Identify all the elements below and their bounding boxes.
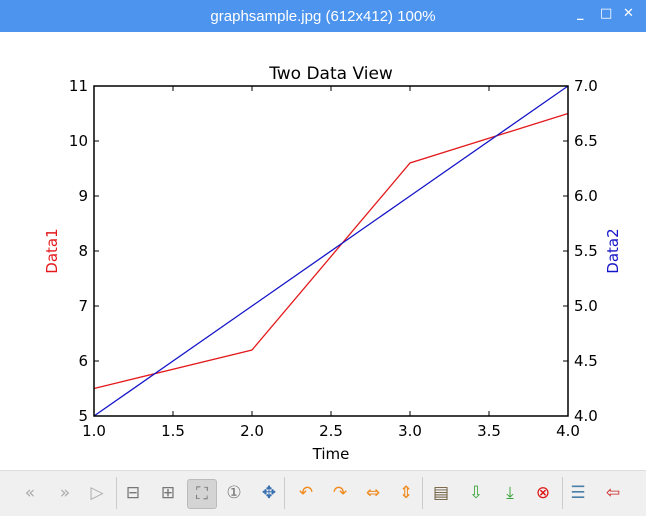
y-tick-label: 6 [78, 352, 88, 370]
zoom-out-button[interactable]: ⊟ [119, 479, 147, 507]
x-tick-label: 1.5 [161, 422, 185, 440]
previous-icon: « [24, 483, 36, 503]
zoom-fit-icon: ⛶ [196, 484, 208, 504]
y-tick-label: 8 [78, 242, 88, 260]
original-size-icon: ① [226, 483, 242, 503]
quit-button[interactable]: ⇦ [599, 479, 627, 507]
save-as-button[interactable]: ⤓ [496, 479, 524, 507]
save-icon: ⇩ [468, 483, 484, 503]
x-tick-label: 2.0 [240, 422, 264, 440]
zoom-out-icon: ⊟ [125, 483, 141, 503]
series-line-2 [93, 85, 569, 417]
x-tick-label: 2.5 [319, 422, 343, 440]
quit-icon: ⇦ [605, 483, 621, 503]
y-tick-label: 11 [69, 77, 88, 95]
fullscreen-icon: ✥ [261, 483, 277, 503]
chart: 1.0 1.5 2.0 2.5 3.0 3.5 4.0 5 6 7 8 9 10 11 4.0 4.5 5.0 5… [43, 64, 622, 463]
x-tick-label: 3.5 [477, 422, 501, 440]
preferences-icon: ☰ [570, 483, 586, 503]
y2-tick-label: 6.0 [574, 187, 598, 205]
toolbar-separator [284, 477, 285, 509]
y-tick-label: 7 [78, 297, 88, 315]
y2-tick-label: 4.5 [574, 352, 598, 370]
toolbar-separator [562, 477, 563, 509]
preferences-button[interactable]: ☰ [564, 479, 592, 507]
close-button[interactable]: ✕ [623, 6, 634, 21]
rotate-left-button[interactable]: ↶ [292, 479, 320, 507]
flip-vertical-button[interactable]: ⇕ [392, 479, 420, 507]
minimize-button[interactable]: _ [577, 6, 584, 21]
x-axis-label: Time [312, 445, 350, 463]
y-tick-label: 5 [78, 407, 88, 425]
fullscreen-button[interactable]: ✥ [255, 479, 283, 507]
maximize-button[interactable]: □ [600, 6, 613, 21]
rotate-left-icon: ↶ [298, 483, 314, 503]
save-as-icon: ⤓ [506, 483, 514, 503]
window-title: graphsample.jpg (612x412) 100% [210, 8, 436, 25]
image-view: 1.0 1.5 2.0 2.5 3.0 3.5 4.0 5 6 7 8 9 10 11 4.0 4.5 5.0 5… [0, 32, 646, 468]
y2-tick-label: 4.0 [574, 407, 598, 425]
y-axis-label: Data1 [43, 228, 61, 273]
y2-tick-label: 7.0 [574, 77, 598, 95]
previous-button[interactable]: « [16, 479, 44, 507]
open-file-icon: ▤ [432, 483, 450, 503]
y2-axis-label: Data2 [604, 228, 622, 273]
y2-tick-label: 5.0 [574, 297, 598, 315]
delete-icon: ⊗ [535, 483, 551, 503]
zoom-in-icon: ⊞ [160, 483, 176, 503]
zoom-in-button[interactable]: ⊞ [154, 479, 182, 507]
delete-button[interactable]: ⊗ [529, 479, 557, 507]
y2-tick-label: 6.5 [574, 132, 598, 150]
title-bar: graphsample.jpg (612x412) 100% _ □ ✕ [0, 0, 646, 32]
flip-vertical-icon: ⇕ [398, 483, 414, 503]
save-button[interactable]: ⇩ [462, 479, 490, 507]
y2-tick-label: 5.5 [574, 242, 598, 260]
next-button[interactable]: » [51, 479, 79, 507]
y-tick-label: 9 [78, 187, 88, 205]
series-line-1 [93, 112, 569, 390]
toolbar-separator [116, 477, 117, 509]
rotate-right-button[interactable]: ↷ [326, 479, 354, 507]
next-icon: » [59, 483, 71, 503]
zoom-fit-button[interactable]: ⛶ [187, 479, 217, 509]
rotate-right-icon: ↷ [332, 483, 348, 503]
x-tick-label: 4.0 [556, 422, 580, 440]
flip-horizontal-icon: ⇔ [365, 483, 381, 503]
flip-horizontal-button[interactable]: ⇔ [359, 479, 387, 507]
x-tick-label: 3.0 [398, 422, 422, 440]
y-tick-label: 10 [69, 132, 88, 150]
chart-title: Two Data View [268, 64, 393, 84]
slideshow-play-button[interactable]: ▷ [83, 479, 111, 507]
toolbar-separator [422, 477, 423, 509]
original-size-button[interactable]: ① [220, 479, 248, 507]
open-file-button[interactable]: ▤ [427, 479, 455, 507]
slideshow-play-icon: ▷ [90, 483, 104, 503]
x-tick-label: 1.0 [82, 422, 106, 440]
toolbar: « » ▷ ⊟ ⊞ ⛶ ① ✥ ↶ ↷ ⇔ ⇕ ▤ ⇩ ⤓ ⊗ ☰ ⇦ [0, 470, 646, 516]
